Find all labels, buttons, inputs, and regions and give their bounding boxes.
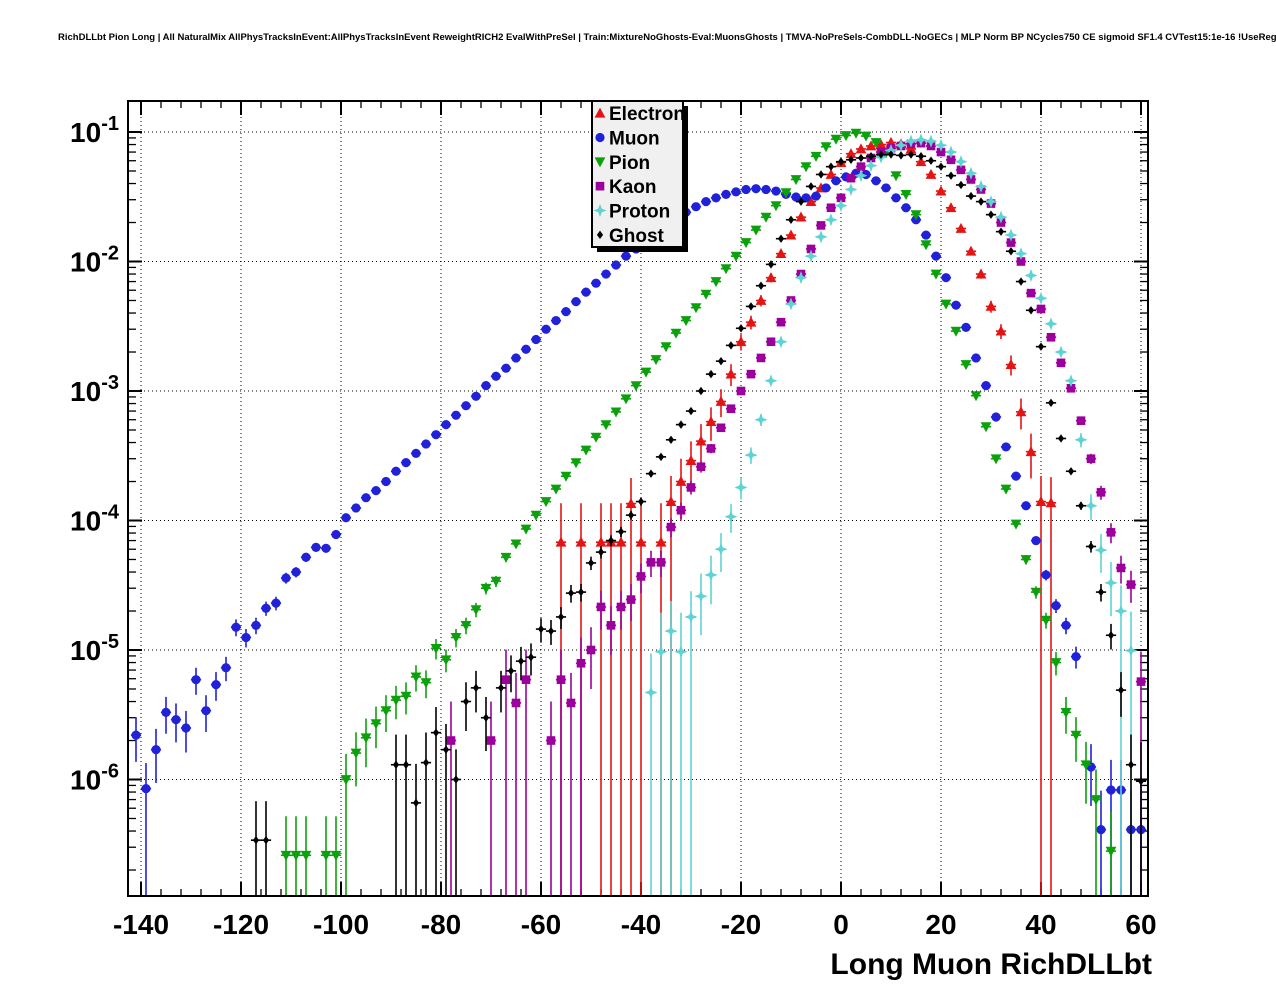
- data-points-layer: [130, 128, 1147, 895]
- legend-label: Muon: [609, 129, 660, 150]
- legend-label: Ghost: [609, 226, 665, 247]
- x-tick-label: -20: [721, 909, 761, 940]
- x-tick-label: -120: [213, 909, 269, 940]
- legend-box: [591, 100, 684, 248]
- x-tick-label: 60: [1125, 909, 1156, 940]
- x-tick-label: -80: [421, 909, 461, 940]
- x-tick-label: 0: [833, 909, 849, 940]
- legend-item-ghost: Ghost: [596, 226, 665, 247]
- legend-label: Pion: [609, 153, 650, 174]
- series-ghost: [250, 150, 1147, 895]
- x-tick-label: -140: [113, 909, 169, 940]
- y-tick-label: 10-1: [70, 113, 119, 148]
- y-tick-label: 10-3: [70, 372, 119, 407]
- x-tick-label: -100: [313, 909, 369, 940]
- series-proton: [644, 133, 1138, 895]
- x-tick-label: 20: [925, 909, 956, 940]
- plot-title: RichDLLbt Pion Long | All NaturalMix All…: [58, 32, 1276, 43]
- y-tick-label: 10-4: [70, 502, 120, 537]
- legend-item-electron: Electron: [594, 104, 685, 125]
- chart-layer: -140 -120 -100 -80 -60 -40 -20 0 20 40 60 10-1 10-2 1…: [70, 100, 1157, 940]
- legend-item-muon: Muon: [595, 129, 660, 150]
- legend-label: Kaon: [609, 177, 657, 198]
- legend-item-pion: Pion: [594, 153, 650, 174]
- legend: Electron Muon Pion Kaon Proton Ghost: [591, 100, 688, 252]
- x-tick-label: -60: [521, 909, 561, 940]
- x-tick-label: -40: [621, 909, 661, 940]
- y-tick-label: 10-6: [70, 761, 119, 796]
- legend-label: Electron: [609, 104, 685, 125]
- y-tick-label: 10-5: [70, 631, 119, 666]
- series-pion: [280, 128, 1117, 895]
- legend-label: Proton: [609, 202, 670, 223]
- legend-item-proton: Proton: [593, 202, 670, 223]
- legend-item-kaon: Kaon: [595, 177, 657, 198]
- y-tick-label: 10-2: [70, 243, 119, 278]
- x-axis-title: Long Muon RichDLLbt: [830, 948, 1152, 981]
- series-muon: [130, 168, 1147, 895]
- x-tick-label: 40: [1025, 909, 1056, 940]
